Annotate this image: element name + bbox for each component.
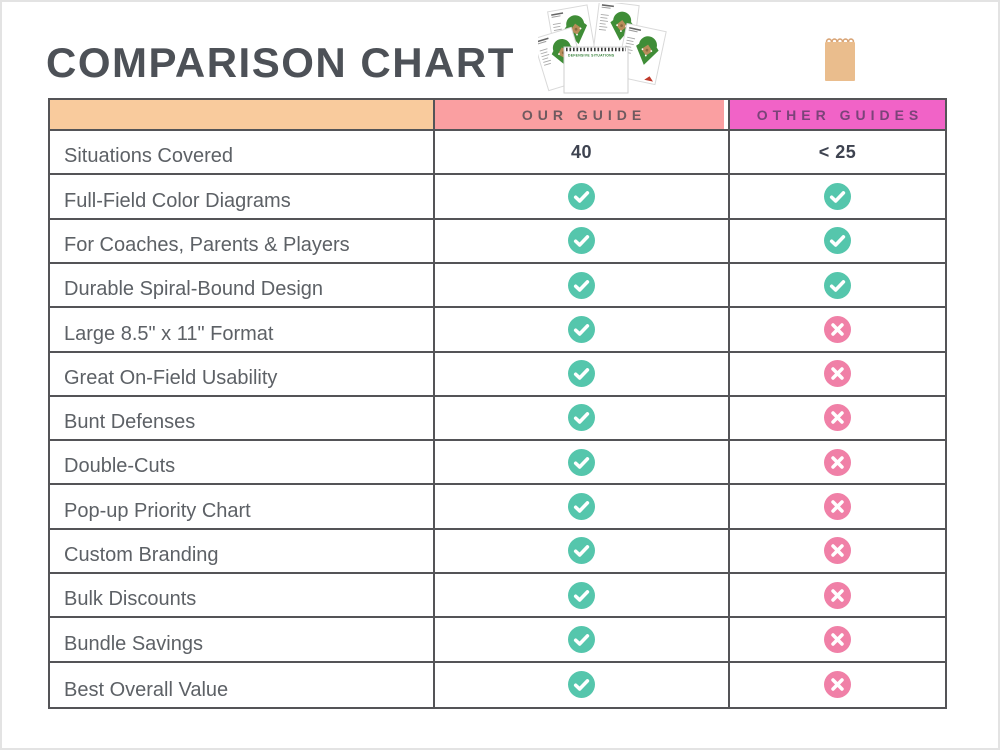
check-icon [568, 271, 595, 299]
check-icon [568, 227, 595, 255]
cross-icon [824, 448, 851, 476]
row-label: Bunt Defenses [50, 396, 435, 442]
our-guide-cell [435, 352, 730, 397]
check-icon [568, 448, 595, 476]
our-guide-cell [435, 574, 730, 619]
row-label: Pop-up Priority Chart [50, 485, 435, 530]
spiral-pad-cover: DEFENSIVE SITUATIONS [563, 46, 629, 94]
cross-icon [824, 493, 851, 521]
check-icon [568, 493, 595, 521]
other-guides-cell: < 25 [730, 131, 945, 176]
row-label: Full-Field Color Diagrams [50, 175, 435, 220]
our-guide-cell [435, 219, 730, 264]
other-guides-cell [730, 397, 945, 442]
notepad-icon [825, 38, 855, 81]
header-cell-feature [50, 100, 435, 131]
row-label: Double-Cuts [50, 441, 435, 486]
check-icon [568, 315, 595, 343]
our-guide-cell [435, 618, 730, 663]
cross-icon [824, 537, 851, 565]
other-guides-cell [730, 618, 945, 663]
other-guides-cell [730, 663, 945, 707]
pad-cover-title: DEFENSIVE SITUATIONS [568, 53, 615, 57]
check-icon [568, 182, 595, 210]
row-label: Situations Covered [50, 131, 435, 176]
row-label: Great On-Field Usability [50, 352, 435, 397]
check-icon [824, 227, 851, 255]
value-text: 40 [570, 141, 593, 162]
row-label: Custom Branding [50, 529, 435, 575]
header-cell-our-guide: OUR GUIDE [435, 100, 730, 131]
other-guides-cell [730, 574, 945, 619]
our-guide-cell [435, 308, 730, 353]
our-guide-cell [435, 529, 730, 575]
other-guides-cell [730, 308, 945, 353]
other-guides-cell [730, 530, 945, 575]
our-guide-cell [435, 441, 730, 486]
spiral-booklets-graphic: DEFENSIVE SITUATIONS [538, 3, 667, 94]
other-guides-cell [730, 485, 945, 530]
our-guide-cell [435, 485, 730, 530]
check-icon [568, 671, 595, 699]
other-guides-cell [730, 441, 945, 486]
check-icon [824, 182, 851, 210]
cross-icon [824, 404, 851, 432]
row-label: Durable Spiral-Bound Design [50, 263, 435, 309]
check-icon [568, 360, 595, 388]
check-icon [568, 404, 595, 432]
check-icon [568, 626, 595, 654]
other-guides-cell [730, 175, 945, 220]
other-guides-cell [730, 264, 945, 309]
value-text: < 25 [818, 141, 857, 162]
row-label: Large 8.5" x 11" Format [50, 308, 435, 353]
our-guide-cell [435, 175, 730, 220]
other-guides-cell [730, 353, 945, 397]
row-label: Bulk Discounts [50, 574, 435, 619]
cross-icon [824, 626, 851, 654]
check-icon [568, 581, 595, 609]
cross-icon [824, 671, 851, 699]
check-icon [824, 271, 851, 299]
other-guides-cell [730, 220, 945, 264]
row-label: Bundle Savings [50, 618, 435, 663]
comparison-table: OUR GUIDE OTHER GUIDES Situations Covere… [48, 98, 947, 709]
cross-icon [824, 315, 851, 343]
header-cell-other-guides: OTHER GUIDES [730, 100, 945, 131]
our-guide-cell: 40 [435, 131, 730, 176]
row-label: For Coaches, Parents & Players [50, 219, 435, 264]
page-title: COMPARISON CHART [46, 39, 515, 86]
row-label: Best Overall Value [50, 662, 435, 707]
cross-icon [824, 360, 851, 388]
our-guide-cell [435, 263, 730, 309]
our-guide-cell [435, 396, 730, 442]
cross-icon [824, 581, 851, 609]
check-icon [568, 537, 595, 565]
our-guide-cell [435, 662, 730, 707]
